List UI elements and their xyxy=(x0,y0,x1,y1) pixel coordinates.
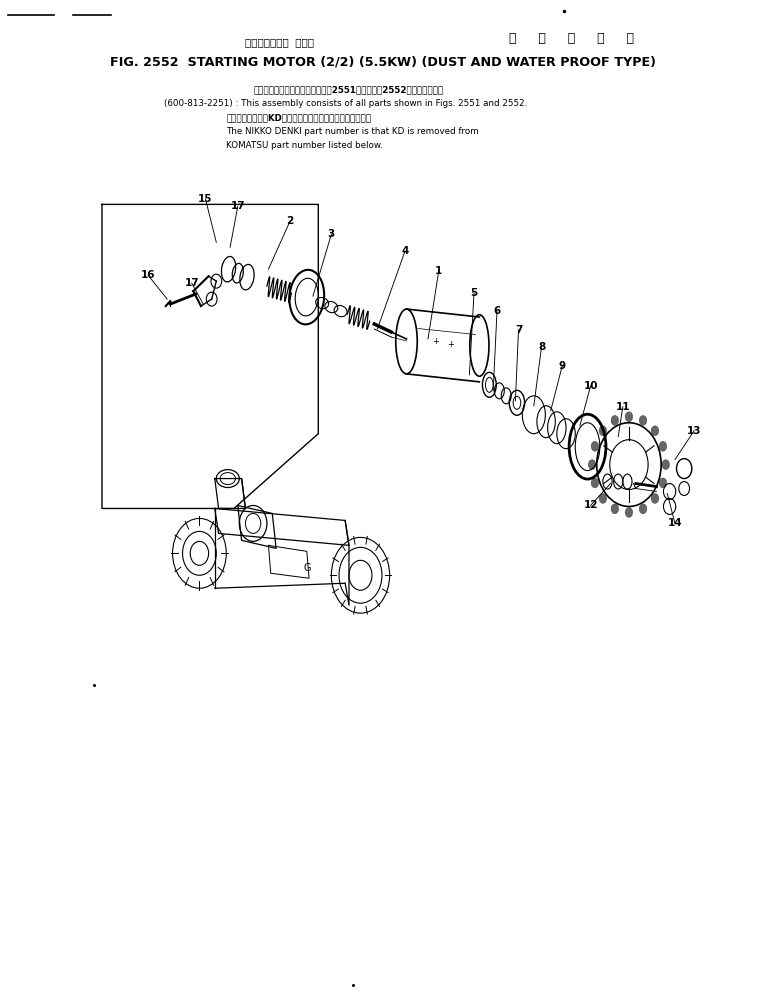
Text: 2: 2 xyxy=(286,216,294,226)
Ellipse shape xyxy=(591,478,599,488)
Ellipse shape xyxy=(659,442,667,452)
Text: 17: 17 xyxy=(184,278,199,288)
Text: スターティング  モータ: スターティング モータ xyxy=(245,37,314,47)
Text: 14: 14 xyxy=(667,518,683,528)
Ellipse shape xyxy=(651,494,659,503)
Text: +: + xyxy=(433,337,439,346)
Text: 15: 15 xyxy=(199,194,212,204)
Ellipse shape xyxy=(611,503,619,513)
Text: 13: 13 xyxy=(687,426,701,436)
Text: +: + xyxy=(447,340,453,349)
Text: 4: 4 xyxy=(401,246,409,256)
Text: 1: 1 xyxy=(435,266,443,276)
Ellipse shape xyxy=(599,426,607,436)
Text: 10: 10 xyxy=(584,381,597,391)
Ellipse shape xyxy=(639,503,647,513)
Text: 17: 17 xyxy=(230,201,245,211)
Ellipse shape xyxy=(659,478,667,488)
Ellipse shape xyxy=(599,494,607,503)
Text: 8: 8 xyxy=(538,342,545,352)
Text: 16: 16 xyxy=(141,270,155,280)
Text: FIG. 2552  STARTING MOTOR (2/2) (5.5KW) (DUST AND WATER PROOF TYPE): FIG. 2552 STARTING MOTOR (2/2) (5.5KW) (… xyxy=(110,55,657,69)
Text: 3: 3 xyxy=(328,229,335,239)
Text: 12: 12 xyxy=(584,500,597,510)
Text: The NIKKO DENKI part number is that KD is removed from: The NIKKO DENKI part number is that KD i… xyxy=(226,127,479,137)
Ellipse shape xyxy=(625,507,633,517)
Ellipse shape xyxy=(639,416,647,426)
Text: 5: 5 xyxy=(470,288,478,298)
Text: 6: 6 xyxy=(493,306,501,316)
Ellipse shape xyxy=(625,412,633,422)
Text: このアッセンブリの構成部品は第2551図および第2552図を含みます。: このアッセンブリの構成部品は第2551図および第2552図を含みます。 xyxy=(254,85,444,95)
Ellipse shape xyxy=(611,416,619,426)
Text: 9: 9 xyxy=(558,361,566,371)
Ellipse shape xyxy=(662,460,670,470)
Text: 品番のメーカ記号KDを抜いたものが日軌電機の品番です。: 品番のメーカ記号KDを抜いたものが日軌電機の品番です。 xyxy=(226,113,371,123)
Ellipse shape xyxy=(591,442,599,452)
Text: 防     塵     防     滴     型: 防 塵 防 滴 型 xyxy=(509,32,634,46)
Text: G: G xyxy=(303,563,311,573)
Text: (600-813-2251) : This assembly consists of all parts shown in Figs. 2551 and 255: (600-813-2251) : This assembly consists … xyxy=(163,99,527,109)
Ellipse shape xyxy=(651,426,659,436)
Ellipse shape xyxy=(588,460,596,470)
Text: 7: 7 xyxy=(515,325,522,335)
Text: 11: 11 xyxy=(616,402,630,412)
Text: KOMATSU part number listed below.: KOMATSU part number listed below. xyxy=(226,141,384,151)
